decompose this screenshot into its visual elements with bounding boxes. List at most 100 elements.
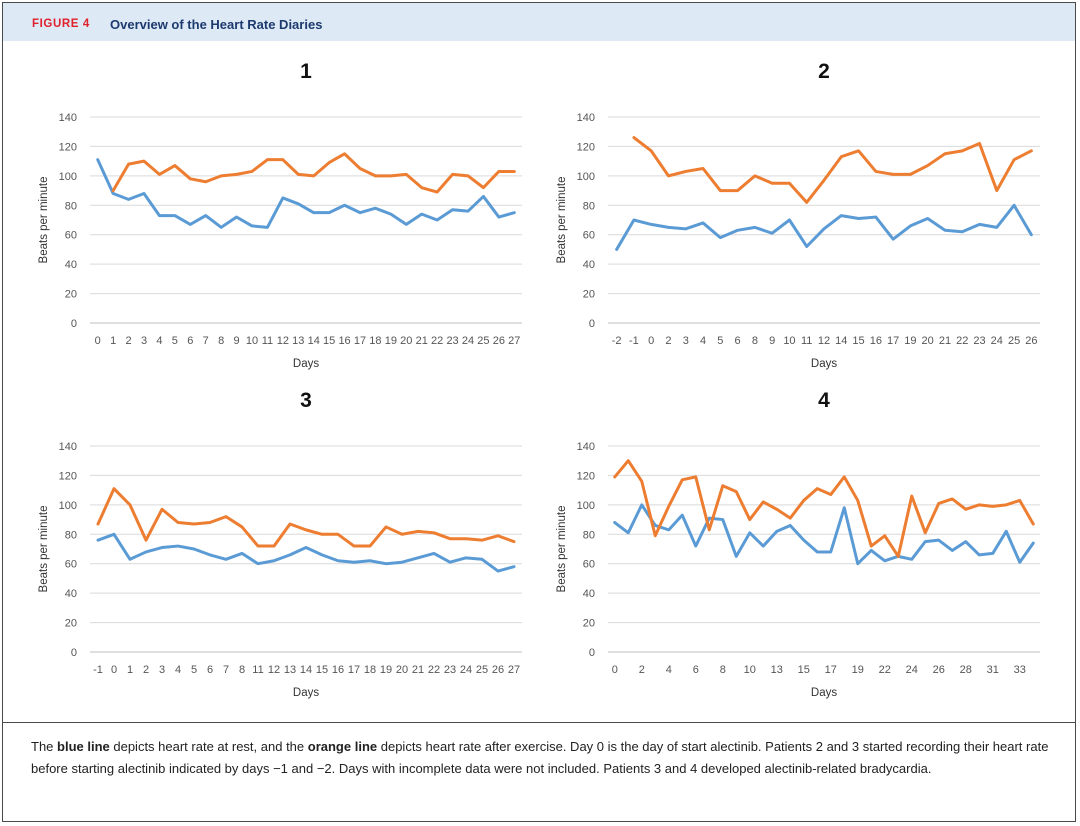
x-tick-label: 10 bbox=[783, 335, 795, 347]
x-tick-label: 17 bbox=[887, 335, 899, 347]
x-tick-label: 10 bbox=[246, 335, 258, 347]
x-tick-label: 13 bbox=[284, 664, 296, 676]
x-tick-label: 25 bbox=[477, 335, 489, 347]
y-tick-label: 120 bbox=[59, 470, 77, 482]
x-tick-label: 16 bbox=[332, 664, 344, 676]
chart-title: 1 bbox=[300, 60, 312, 83]
y-axis-label: Beats per minute bbox=[38, 506, 50, 593]
caption-divider bbox=[3, 722, 1075, 723]
x-tick-label: 15 bbox=[852, 335, 864, 347]
x-tick-label: 20 bbox=[400, 335, 412, 347]
figure-title: Overview of the Heart Rate Diaries bbox=[110, 17, 323, 32]
y-tick-label: 100 bbox=[59, 500, 77, 512]
figure-header: FIGURE 4 Overview of the Heart Rate Diar… bbox=[3, 3, 1075, 41]
x-tick-label: 13 bbox=[771, 664, 783, 676]
x-tick-label: 6 bbox=[693, 664, 699, 676]
x-tick-label: 6 bbox=[187, 335, 193, 347]
exercise-heart-rate-line bbox=[632, 136, 1033, 204]
x-tick-label: 15 bbox=[316, 664, 328, 676]
x-tick-label: 1 bbox=[127, 664, 133, 676]
y-tick-label: 140 bbox=[577, 112, 595, 124]
x-tick-label: -1 bbox=[629, 335, 639, 347]
x-tick-label: 3 bbox=[683, 335, 689, 347]
x-axis-label: Days bbox=[293, 358, 319, 370]
x-tick-label: 19 bbox=[385, 335, 397, 347]
x-tick-label: 6 bbox=[735, 335, 741, 347]
x-tick-label: 10 bbox=[744, 664, 756, 676]
x-tick-label: 20 bbox=[922, 335, 934, 347]
caption-emphasis: orange line bbox=[307, 739, 378, 754]
exercise-heart-rate-line bbox=[111, 152, 516, 194]
y-tick-label: 120 bbox=[59, 141, 77, 153]
chart-title: 4 bbox=[818, 389, 830, 412]
x-tick-label: 18 bbox=[369, 335, 381, 347]
x-tick-label: 31 bbox=[987, 664, 999, 676]
x-tick-label: 9 bbox=[234, 335, 240, 347]
y-tick-label: 60 bbox=[583, 559, 595, 571]
x-tick-label: 21 bbox=[939, 335, 951, 347]
x-tick-label: 21 bbox=[412, 664, 424, 676]
x-axis-label: Days bbox=[811, 687, 837, 699]
x-tick-label: 11 bbox=[252, 664, 263, 676]
y-tick-label: 20 bbox=[65, 289, 77, 301]
x-tick-label: 15 bbox=[798, 664, 810, 676]
y-tick-label: 120 bbox=[577, 141, 595, 153]
x-tick-label: 19 bbox=[852, 664, 864, 676]
x-tick-label: 3 bbox=[159, 664, 165, 676]
y-tick-label: 140 bbox=[577, 441, 595, 453]
y-tick-label: 140 bbox=[59, 112, 77, 124]
x-tick-label: 12 bbox=[277, 335, 289, 347]
x-tick-label: -1 bbox=[93, 664, 103, 676]
y-tick-label: 20 bbox=[65, 618, 77, 630]
x-tick-label: 4 bbox=[156, 335, 162, 347]
caption-emphasis: blue line bbox=[57, 739, 110, 754]
x-tick-label: 5 bbox=[717, 335, 723, 347]
y-tick-label: 60 bbox=[65, 559, 77, 571]
x-tick-label: 22 bbox=[879, 664, 891, 676]
x-tick-label: 14 bbox=[308, 335, 320, 347]
x-tick-label: 12 bbox=[268, 664, 280, 676]
x-tick-label: 16 bbox=[870, 335, 882, 347]
y-tick-label: 20 bbox=[583, 618, 595, 630]
y-tick-label: 100 bbox=[577, 171, 595, 183]
y-tick-label: 100 bbox=[59, 171, 77, 183]
x-tick-label: 4 bbox=[666, 664, 672, 676]
x-tick-label: 17 bbox=[348, 664, 360, 676]
y-tick-label: 40 bbox=[65, 588, 77, 600]
chart-title: 3 bbox=[300, 389, 312, 412]
x-tick-label: 23 bbox=[444, 664, 456, 676]
x-tick-label: 8 bbox=[239, 664, 245, 676]
x-tick-label: 7 bbox=[203, 335, 209, 347]
y-tick-label: 120 bbox=[577, 470, 595, 482]
caption-text: The bbox=[31, 739, 58, 754]
x-tick-label: 2 bbox=[665, 335, 671, 347]
y-axis-label: Beats per minute bbox=[556, 506, 568, 593]
x-tick-label: 25 bbox=[476, 664, 488, 676]
y-tick-label: 100 bbox=[577, 500, 595, 512]
x-tick-label: 14 bbox=[300, 664, 312, 676]
caption-text: depicts heart rate at rest, and the bbox=[109, 739, 308, 754]
chart-title: 2 bbox=[818, 60, 830, 83]
x-tick-label: 5 bbox=[191, 664, 197, 676]
x-tick-label: 7 bbox=[223, 664, 229, 676]
rest-heart-rate-line bbox=[615, 203, 1033, 251]
x-tick-label: 19 bbox=[904, 335, 916, 347]
x-tick-label: 17 bbox=[825, 664, 837, 676]
x-tick-label: 24 bbox=[906, 664, 918, 676]
y-tick-label: 0 bbox=[589, 647, 595, 659]
x-tick-label: 2 bbox=[639, 664, 645, 676]
x-tick-label: 4 bbox=[700, 335, 706, 347]
figure-caption: The blue line depicts heart rate at rest… bbox=[31, 736, 1056, 779]
y-tick-label: 80 bbox=[583, 529, 595, 541]
x-tick-label: 2 bbox=[126, 335, 132, 347]
y-tick-label: 0 bbox=[589, 318, 595, 330]
x-tick-label: 26 bbox=[492, 664, 504, 676]
y-tick-label: 60 bbox=[65, 230, 77, 242]
x-tick-label: 13 bbox=[292, 335, 304, 347]
y-tick-label: 0 bbox=[71, 318, 77, 330]
rest-heart-rate-line bbox=[613, 503, 1035, 566]
x-tick-label: 27 bbox=[508, 664, 520, 676]
